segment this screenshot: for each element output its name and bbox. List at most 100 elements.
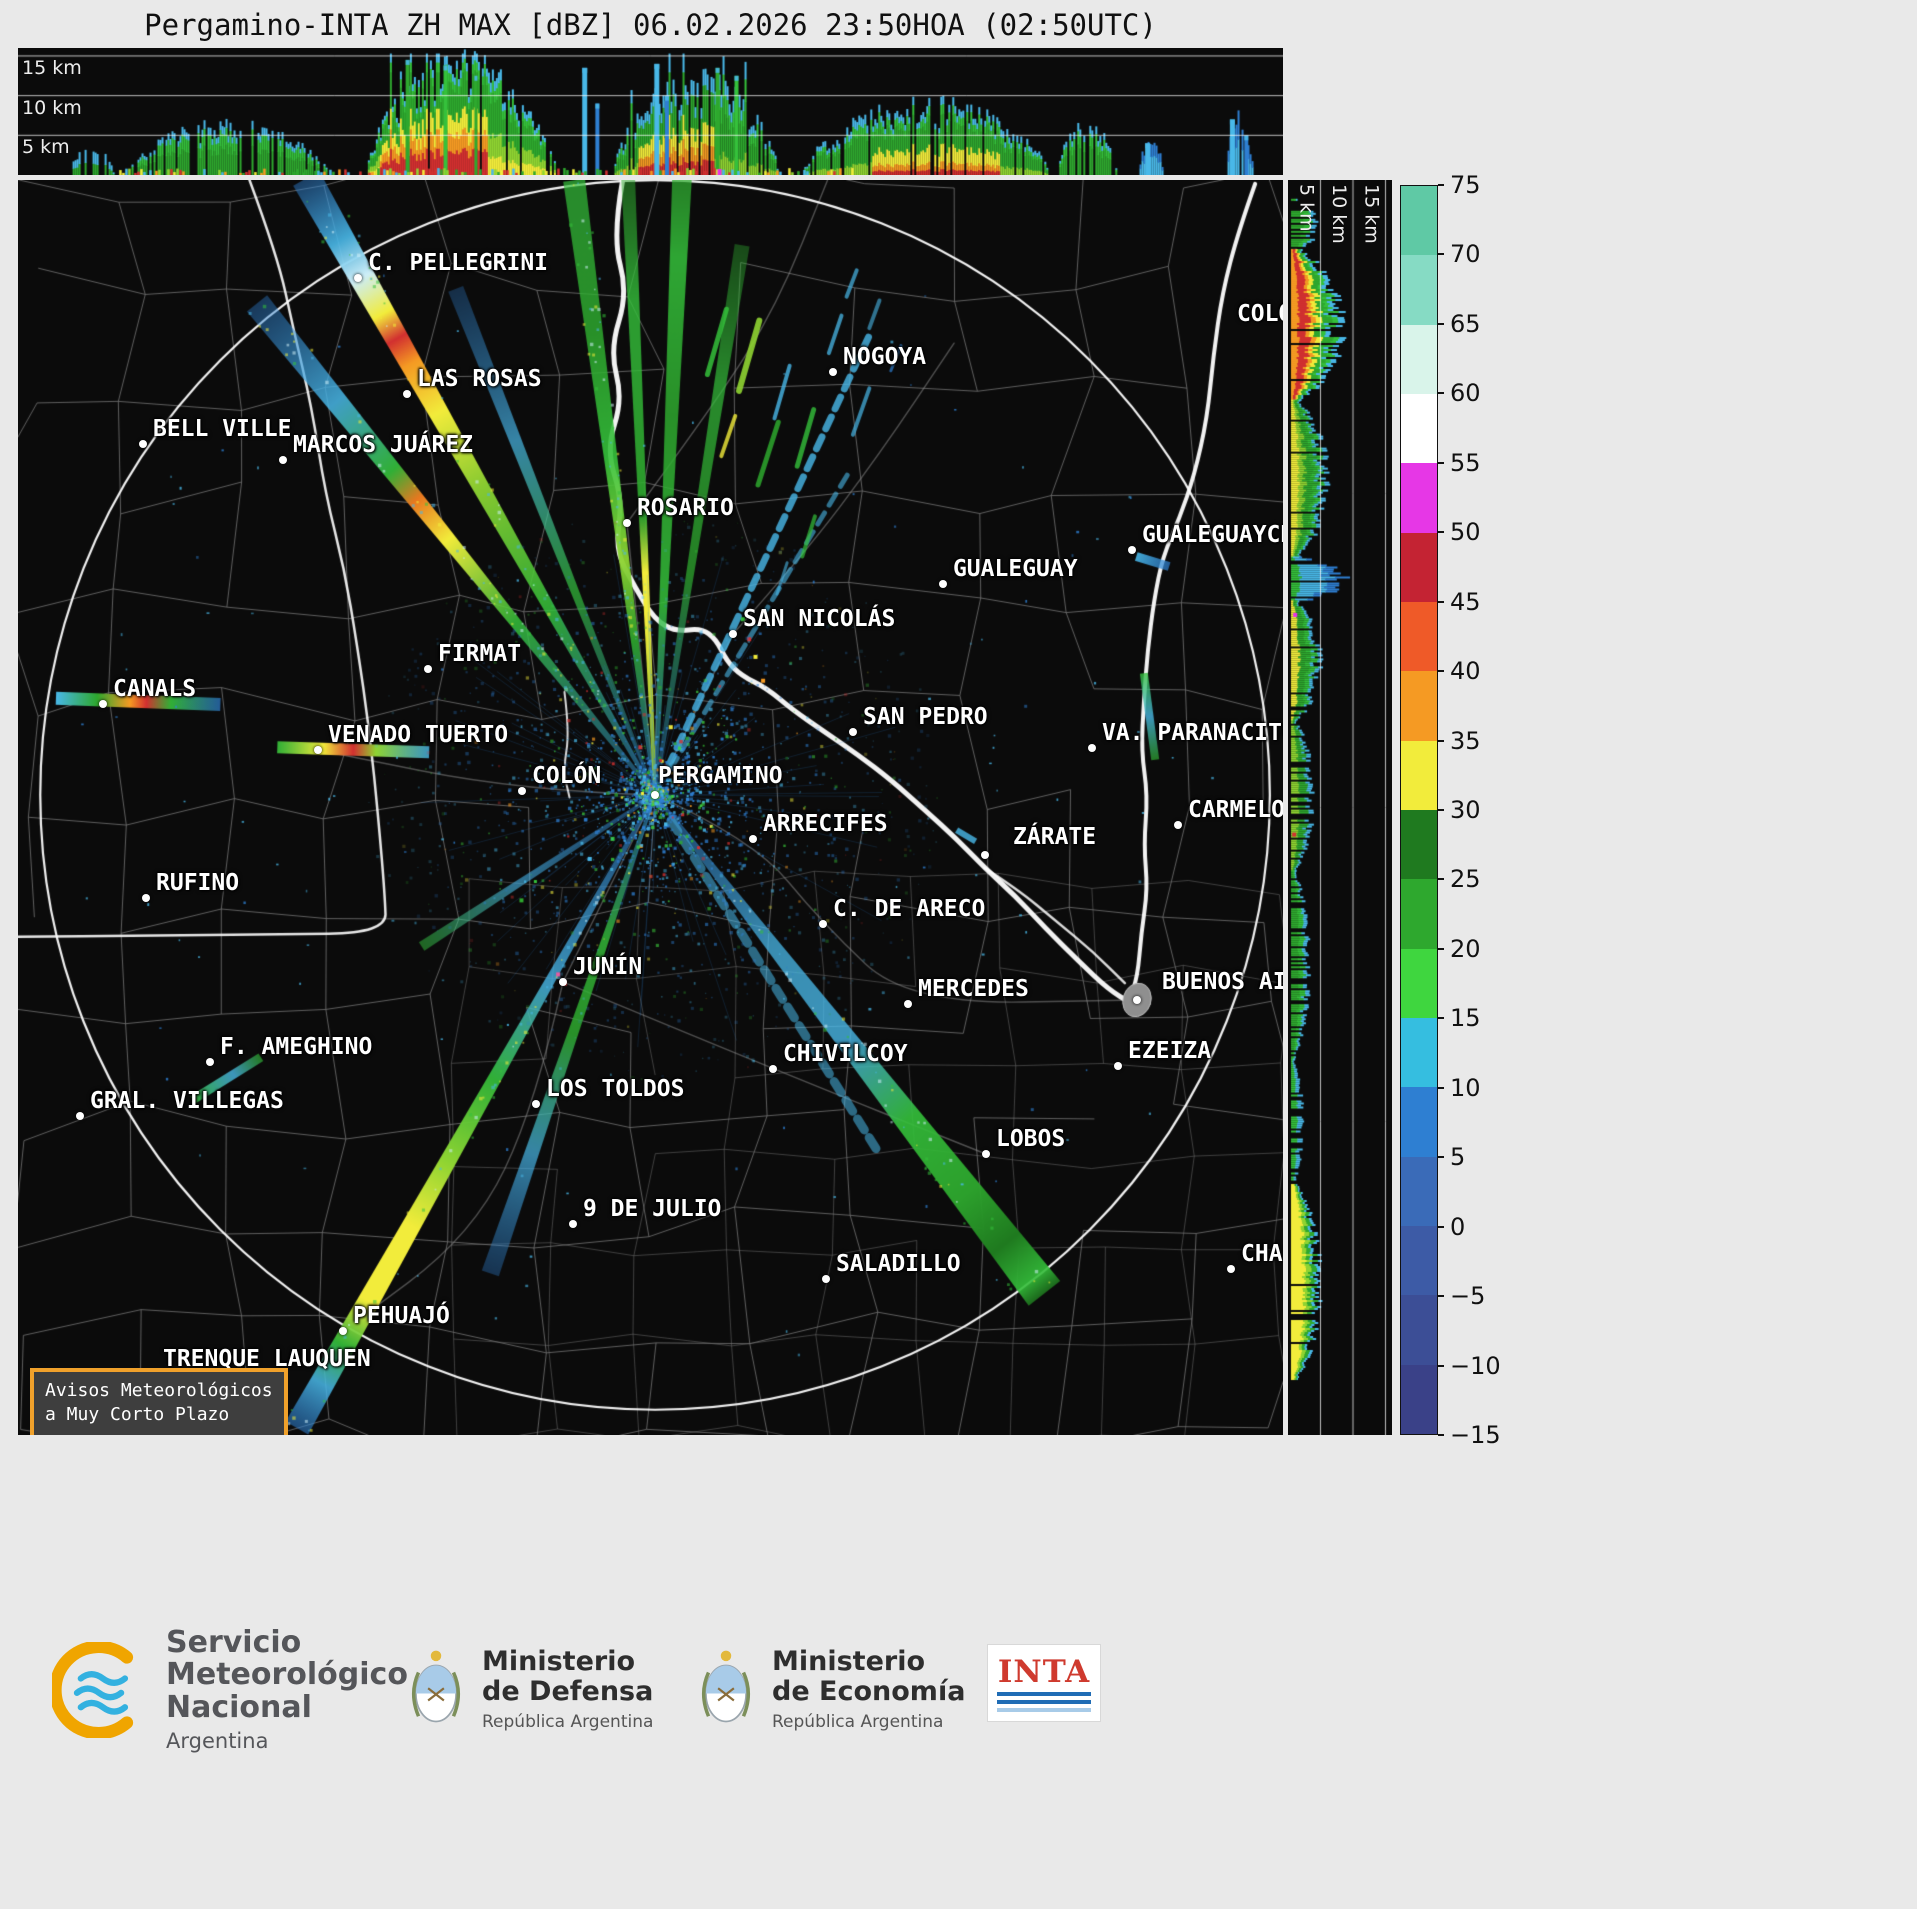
colorbar-tickmark [1438,392,1444,395]
colorbar-gradient [1400,185,1438,1435]
city-label: CHASCOMÚS [1241,1240,1283,1267]
colorbar-segment [1401,879,1437,949]
city-dot [532,1099,541,1108]
city-label: GUALEGUAY [952,556,1078,582]
colorbar-tick-label: 55 [1450,448,1481,477]
defensa-text-line1: Ministerio [482,1646,636,1677]
colorbar-tick-label: 0 [1450,1212,1466,1241]
city-label: C. DE ARECO [833,895,986,922]
colorbar-segment [1401,1017,1437,1088]
city-dot [821,1275,830,1283]
city-dot [314,746,323,755]
city-label: TRENQUE LAUQUEN [162,1346,371,1373]
city-label: MARCOS JUÁREZ [293,432,474,458]
city-dot [558,977,567,986]
smn-text-line2: Meteorológico [166,1657,408,1693]
city-dot [938,579,947,588]
colorbar-segment [1401,671,1437,741]
radar-map-panel: C. PELLEGRINI LAS ROSAS BELL VILLE MARCOS J… [18,180,1283,1435]
colorbar-segment [1401,255,1437,325]
city-dot [728,629,737,638]
city-dot [1127,545,1136,554]
colorbar-tick-label: 30 [1450,796,1481,824]
city-dot [1227,1264,1235,1273]
city-dot [1174,820,1182,829]
colorbar-tick-label: 10 [1450,1073,1481,1102]
colorbar-tick-label: 60 [1450,379,1481,408]
colorbar-tickmark [1438,1086,1444,1089]
colorbar-tick-label: −10 [1450,1351,1501,1380]
city-label: C. PELLEGRINI [368,250,549,277]
city-label: LAS ROSAS [416,365,542,392]
inta-logo-bar [997,1700,1091,1704]
city-label: SAN PEDRO [863,703,988,730]
colorbar-tickmark [1438,531,1444,534]
city-label: BELL VILLE [152,415,292,442]
colorbar-segment [1401,809,1437,880]
city-dot [75,1111,84,1120]
colorbar-segment [1401,1364,1437,1434]
colorbar-tick-label: 25 [1450,865,1481,894]
defensa-text-line2: de Defensa [482,1676,654,1708]
argentina-coat-of-arms-icon [701,1650,751,1723]
colorbar-segment [1401,1087,1437,1157]
city-label: VENADO TUERTO [328,721,509,748]
city-dot [279,455,288,464]
inta-logo-bar [997,1708,1091,1712]
ministerio-economia-logo: Ministerio de Economía República Argenti… [698,1646,966,1733]
city-dot [980,850,989,859]
colorbar-segment [1401,324,1437,394]
colorbar-tick-label: −5 [1450,1282,1486,1311]
city-dot [354,274,363,282]
city-label: FIRMAT [437,640,522,667]
city-dot [1133,996,1142,1005]
city-label: RUFINO [156,870,240,896]
city-dot [819,919,828,928]
city-dot [981,1150,990,1158]
colorbar-tick-label: 15 [1450,1004,1481,1033]
city-label: CANALS [113,675,197,702]
city-dot [1087,744,1096,752]
inta-logo: INTA [988,1645,1100,1721]
colorbar-tickmark [1438,670,1444,673]
city-label: COLÓN [1236,300,1283,327]
smn-text-line3: Nacional [166,1689,312,1725]
colorbar-tick-label: 75 [1450,171,1481,199]
altitude-label: 5 km [22,136,70,159]
colorbar-tick-label: 45 [1450,587,1481,616]
colorbar-segment [1401,740,1437,810]
top-cross-section-canvas [18,48,1283,175]
economia-text-line2: de Economía [772,1676,966,1708]
economia-text-line1: Ministerio [772,1646,926,1677]
colorbar-tickmark [1438,322,1444,325]
smn-logo-icon [52,1641,134,1738]
colorbar-segment [1401,948,1437,1018]
altitude-label: 5 km [1295,184,1318,232]
city-label: MERCEDES [918,976,1029,1003]
altitude-label: 10 km [22,96,82,119]
inta-logo-bar [997,1692,1091,1696]
colorbar-segment [1401,1225,1437,1296]
page-title: Pergamino-INTA ZH MAX [dBZ] 06.02.2026 2… [144,8,1157,42]
colorbar-segment [1401,601,1437,672]
city-dot [517,787,526,796]
city-label: CARMELO [1187,796,1283,823]
city-label: GUALEGUAYCHÚ [1141,521,1283,548]
colorbar-tickmark [1438,1017,1444,1020]
city-label: LOS TOLDOS [546,1075,685,1102]
warning-box: Avisos Meteorológicos a Muy Corto Plazo [30,1368,288,1435]
colorbar-segment [1401,186,1437,256]
colorbar-tickmark [1438,739,1444,742]
colorbar-tick-label: 35 [1450,726,1481,755]
colorbar-segment [1401,463,1437,533]
colorbar-tick-label: 5 [1450,1143,1466,1172]
radar-map-canvas [18,180,1283,1435]
argentina-coat-of-arms-icon [411,1650,461,1723]
altitude-label: 15 km [22,56,82,79]
city-label: SALADILLO [835,1250,961,1277]
smn-logo: Servicio Meteorológico Nacional Argentin… [52,1626,408,1754]
city-label: NOGOYA [843,344,927,371]
smn-text-line4: Argentina [166,1729,269,1754]
colorbar-tickmark [1438,1364,1444,1367]
colorbar-tickmark [1438,809,1444,811]
